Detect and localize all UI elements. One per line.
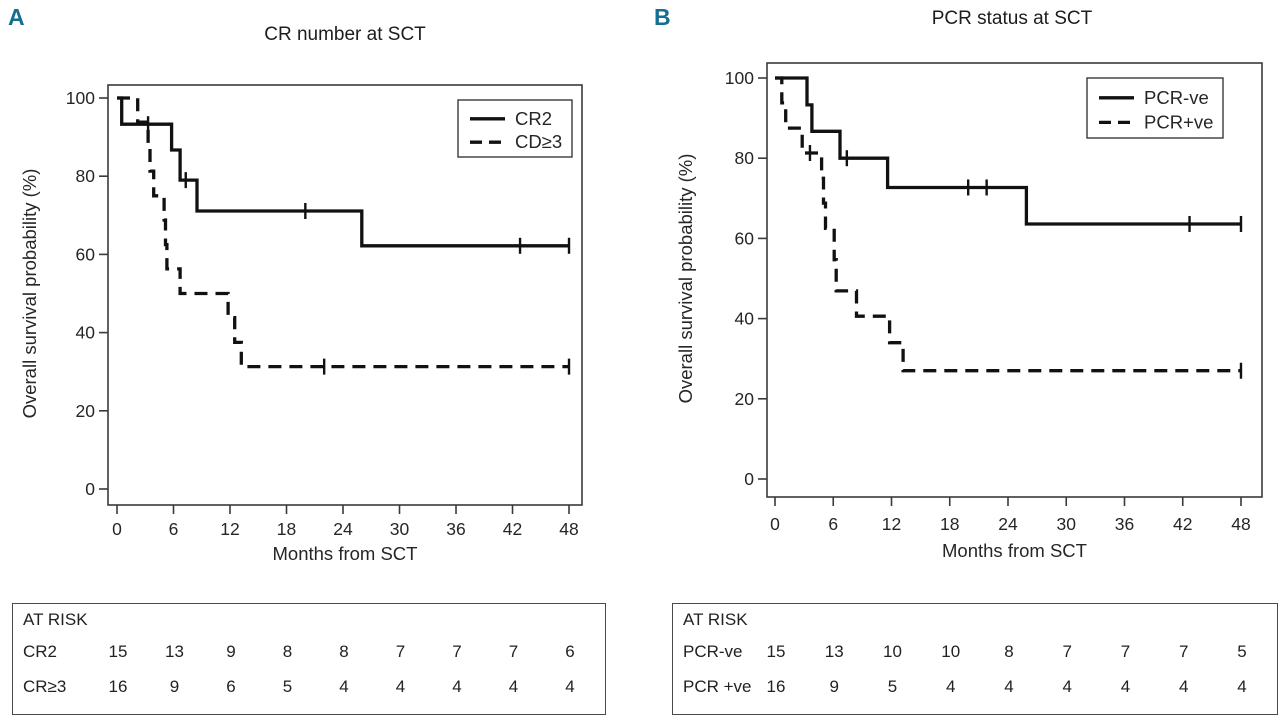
- at-risk-count: 10: [941, 642, 961, 661]
- at-risk-count: 7: [1179, 642, 1189, 661]
- at-risk-count: 4: [395, 677, 406, 696]
- x-tick-label: 6: [828, 514, 838, 534]
- panel-a: A CR number at SCT 0 20 40 60 80 100 0 6 12 18 24 3…: [8, 4, 606, 715]
- at-risk-row-label: CR2: [23, 642, 58, 661]
- y-tick-label: 60: [735, 228, 755, 248]
- panel-b: B PCR status at SCT 0 20 40 60 80 100 0 6 12 18 24…: [640, 0, 1280, 718]
- at-risk-count: 5: [282, 677, 293, 696]
- at-risk-count: 16: [766, 677, 786, 696]
- km-chart-b: 0 20 40 60 80 100 0 6 12 18 24 30 36 42 48 Months from …: [675, 62, 1263, 561]
- at-risk-count: 16: [108, 677, 128, 696]
- at-risk-count: 4: [1120, 677, 1131, 696]
- at-risk-count: 8: [339, 642, 349, 661]
- km-chart-a: 0 20 40 60 80 100 0 6 12 18 24 30 36 42 48 Months from …: [19, 84, 583, 564]
- at-risk-count: 9: [829, 677, 839, 696]
- at-risk-header: AT RISK: [23, 610, 88, 629]
- x-tick-label: 36: [446, 519, 465, 539]
- km-curve-cd-3: [117, 96, 569, 369]
- y-tick-label: 100: [66, 88, 95, 108]
- at-risk-count: 4: [565, 677, 575, 696]
- at-risk-count: 4: [1062, 677, 1072, 696]
- at-risk-count: 9: [226, 642, 236, 661]
- at-risk-count: 5: [1237, 642, 1247, 661]
- at-risk-count: 5: [887, 677, 898, 696]
- at-risk-count: 8: [282, 642, 293, 661]
- x-tick-label: 48: [1231, 514, 1250, 534]
- km-curve-pcr-ve: [775, 76, 1241, 226]
- at-risk-count: 4: [1237, 677, 1247, 696]
- at-risk-row-label: CR≥3: [23, 677, 67, 696]
- x-tick-label: 12: [882, 514, 901, 534]
- at-risk-count: 9: [169, 677, 180, 696]
- at-risk-count: 8: [1004, 642, 1014, 661]
- y-tick-label: 100: [725, 68, 754, 88]
- x-tick-label: 36: [1115, 514, 1134, 534]
- at-risk-row-label: PCR-ve: [683, 642, 743, 661]
- km-curve-cr2: [117, 96, 569, 248]
- at-risk-count: 7: [1062, 642, 1072, 661]
- x-tick-label: 30: [1057, 514, 1077, 534]
- at-risk-count: 4: [1004, 677, 1014, 696]
- at-risk-count: 4: [946, 677, 956, 696]
- plot-box: [107, 84, 583, 506]
- at-risk-count: 15: [108, 642, 128, 661]
- legend-label: CD≥3: [515, 131, 562, 152]
- at-risk-count: 6: [226, 677, 236, 696]
- at-risk-count: 10: [883, 642, 902, 661]
- y-tick-label: 60: [76, 244, 96, 264]
- x-tick-label: 0: [112, 519, 122, 539]
- x-tick-label: 24: [333, 519, 353, 539]
- y-tick-label: 20: [76, 401, 96, 421]
- at-risk-count: 6: [565, 642, 575, 661]
- y-axis-label: Overall survival probability (%): [19, 169, 40, 419]
- y-tick-label: 20: [735, 389, 755, 409]
- y-tick-label: 80: [76, 166, 96, 186]
- legend-box: [457, 99, 573, 158]
- x-tick-label: 12: [220, 519, 239, 539]
- x-tick-label: 18: [940, 514, 959, 534]
- at-risk-count: 15: [766, 642, 786, 661]
- panel-b-letter: B: [654, 4, 671, 30]
- plot-box: [766, 62, 1263, 498]
- panel-a-title: CR number at SCT: [264, 24, 426, 45]
- at-risk-table-a: AT RISK CR2 15 13 9 8 8 7 7 7 6 CR≥3 16 9 6 5 4 4 4 4 4: [12, 603, 606, 715]
- x-axis-label: Months from SCT: [273, 543, 418, 564]
- legend-label: PCR-ve: [1144, 87, 1209, 108]
- at-risk-count: 7: [1120, 642, 1131, 661]
- y-axis-label: Overall survival probability (%): [675, 154, 696, 404]
- legend-label: CR2: [515, 108, 552, 129]
- at-risk-count: 7: [395, 642, 406, 661]
- km-curve-pcr-ve: [775, 76, 1241, 373]
- panel-a-letter: A: [8, 4, 25, 30]
- at-risk-count: 13: [165, 642, 184, 661]
- y-tick-label: 40: [76, 323, 96, 343]
- at-risk-count: 7: [452, 642, 462, 661]
- y-tick-label: 0: [744, 469, 754, 489]
- x-axis-label: Months from SCT: [942, 540, 1087, 561]
- legend-label: PCR+ve: [1144, 111, 1213, 132]
- at-risk-table-b: AT RISK PCR-ve 15 13 10 10 8 7 7 7 5 PCR +ve 16 9 5 4 4 4…: [672, 603, 1278, 715]
- x-tick-label: 0: [770, 514, 780, 534]
- at-risk-count: 4: [1179, 677, 1189, 696]
- at-risk-count: 4: [452, 677, 462, 696]
- x-tick-label: 42: [503, 519, 522, 539]
- legend-box: [1086, 77, 1224, 139]
- y-tick-label: 0: [85, 479, 95, 499]
- panel-b-title: PCR status at SCT: [931, 8, 1093, 29]
- x-tick-label: 18: [277, 519, 296, 539]
- y-tick-label: 80: [735, 148, 755, 168]
- x-tick-label: 48: [559, 519, 578, 539]
- x-tick-label: 24: [998, 514, 1018, 534]
- at-risk-count: 4: [508, 677, 519, 696]
- y-tick-label: 40: [735, 309, 755, 329]
- at-risk-header: AT RISK: [683, 610, 748, 629]
- at-risk-count: 13: [824, 642, 844, 661]
- at-risk-count: 4: [339, 677, 349, 696]
- at-risk-row-label: PCR +ve: [683, 677, 752, 696]
- x-tick-label: 30: [390, 519, 410, 539]
- x-tick-label: 42: [1173, 514, 1192, 534]
- at-risk-count: 7: [508, 642, 519, 661]
- x-tick-label: 6: [169, 519, 179, 539]
